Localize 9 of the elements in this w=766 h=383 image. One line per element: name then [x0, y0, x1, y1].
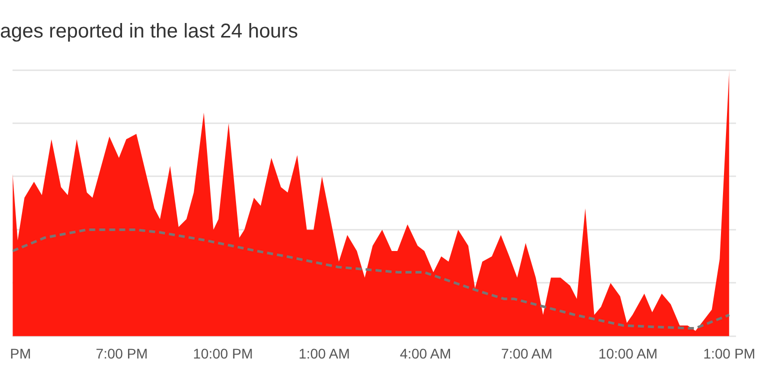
x-tick-label: 10:00 PM	[193, 345, 253, 362]
x-tick-label: 4:00 AM	[400, 345, 452, 362]
x-tick-label: 1:00 PM	[703, 345, 756, 362]
x-tick-label: 1:00 AM	[298, 345, 350, 362]
chart-title: ages reported in the last 24 hours	[0, 20, 298, 43]
x-tick-label: 7:00 AM	[501, 345, 552, 362]
x-tick-label: 10:00 AM	[598, 345, 658, 362]
x-tick-label: 7:00 PM	[96, 345, 148, 362]
x-tick-label: PM	[10, 345, 31, 362]
